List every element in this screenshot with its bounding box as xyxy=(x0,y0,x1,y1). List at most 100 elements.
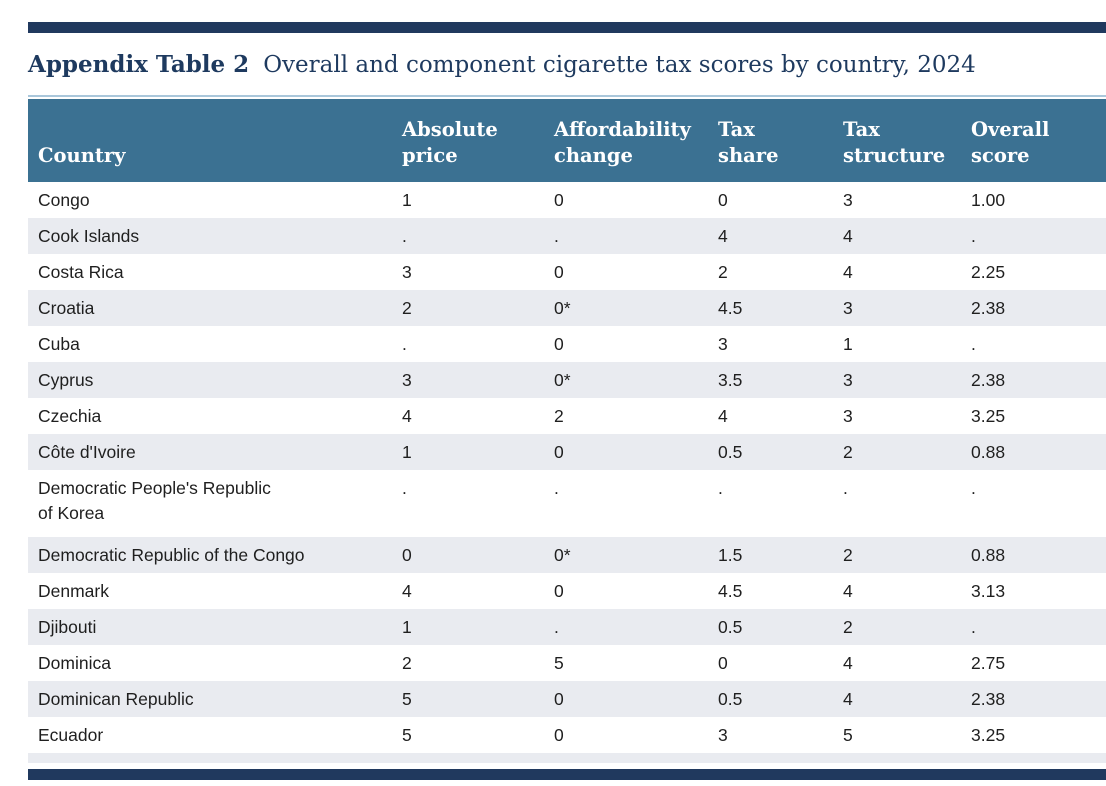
cell-value: 3 xyxy=(402,262,412,282)
cell-value: . xyxy=(402,226,407,246)
cell-value: 5 xyxy=(843,725,853,745)
cell-value: 5 xyxy=(402,725,412,745)
cell-value: 1.00 xyxy=(971,190,1006,210)
cell-value: 2 xyxy=(843,617,853,637)
cell-value: . xyxy=(843,478,848,498)
top-rule xyxy=(28,22,1106,33)
table-row: Cook Islands.. 4 4. xyxy=(28,218,1106,254)
cell-value: 0* xyxy=(554,370,571,390)
cell-value: 2 xyxy=(402,298,412,318)
cell-value: 2 xyxy=(554,406,564,426)
cell-value: 0* xyxy=(554,545,571,565)
cell-value: 3 xyxy=(718,334,728,354)
cell-value: . xyxy=(971,478,976,498)
cell-value: 1 xyxy=(843,334,853,354)
cell-value: 3 xyxy=(402,370,412,390)
cell-value: 1.5 xyxy=(718,545,743,565)
cell-value: 1 xyxy=(402,617,412,637)
cell-value: 0 xyxy=(554,334,564,354)
table-row: Costa Rica 3 0 2 4 2.25 xyxy=(28,254,1106,290)
cell-value: 0 xyxy=(554,581,564,601)
cell-value: 4.5 xyxy=(718,298,743,318)
cell-value: . xyxy=(554,617,559,637)
cell-value: 0.5 xyxy=(718,617,743,637)
cell-value: 3 xyxy=(843,190,853,210)
table-row: Ecuador 5 0 3 5 3.25 xyxy=(28,717,1106,753)
table-row: Democratic People's Republic of Korea...… xyxy=(28,470,1106,537)
cell-value: 0 xyxy=(554,442,564,462)
cell-value: 4 xyxy=(718,226,728,246)
table-row: Congo 1 0 0 3 1.00 xyxy=(28,182,1106,218)
cell-country: Costa Rica xyxy=(38,262,124,282)
cell-value: 2.38 xyxy=(971,370,1006,390)
cell-value: 0 xyxy=(554,262,564,282)
cell-country: Côte d'Ivoire xyxy=(38,442,136,462)
cell-value: 2.38 xyxy=(971,298,1006,318)
cell-value: . xyxy=(971,226,976,246)
table-row: Cyprus 3 0* 3.5 3 2.38 xyxy=(28,362,1106,398)
cell-value: 2.38 xyxy=(971,689,1006,709)
cell-country: Croatia xyxy=(38,298,95,318)
table-row: Côte d'Ivoire 1 0 0.5 2 0.88 xyxy=(28,434,1106,470)
cell-value: 2.25 xyxy=(971,262,1006,282)
table-row: Democratic Republic of the Congo 0 0* 1.5 2 0… xyxy=(28,537,1106,573)
cell-value: 3 xyxy=(843,298,853,318)
cell-value: 0* xyxy=(554,298,571,318)
cell-country: Cook Islands xyxy=(38,226,140,246)
cell-value: 0.5 xyxy=(718,689,743,709)
header-cell: Overall score xyxy=(971,118,1050,167)
cell-value: 4 xyxy=(843,226,853,246)
cell-country: Czechia xyxy=(38,406,102,426)
cell-country: Ecuador xyxy=(38,725,104,745)
header-cell: Absolute price xyxy=(402,118,498,167)
cell-value: 2 xyxy=(843,442,853,462)
cell-value: 2 xyxy=(402,653,412,673)
cell-value: . xyxy=(554,226,559,246)
cell-value: 3 xyxy=(718,725,728,745)
cell-value: 4 xyxy=(843,262,853,282)
cell-country: Dominica xyxy=(38,653,111,673)
cell-country: Congo xyxy=(38,190,90,210)
bottom-rule xyxy=(28,769,1106,780)
table-row: Denmark 4 0 4.5 4 3.13 xyxy=(28,573,1106,609)
cell-value: . xyxy=(971,334,976,354)
cell-value: 4 xyxy=(843,581,853,601)
cell-value: 4 xyxy=(402,406,412,426)
cell-value: 4.5 xyxy=(718,581,743,601)
cell-value: . xyxy=(402,334,407,354)
table-body: Congo 1 0 0 3 1.00 Cook Islands.. 4 4. Costa Rica… xyxy=(28,182,1106,753)
cell-value: 4 xyxy=(843,653,853,673)
cell-value: 1 xyxy=(402,190,412,210)
cell-value: 3 xyxy=(843,370,853,390)
cell-country: Democratic People's Republic of Korea xyxy=(38,478,271,523)
cell-value: 0.88 xyxy=(971,545,1006,565)
table-row-partial xyxy=(28,753,1106,763)
cell-value: 3 xyxy=(843,406,853,426)
cell-country: Cyprus xyxy=(38,370,94,390)
cell-value: 3.25 xyxy=(971,725,1006,745)
cell-value: 1 xyxy=(402,442,412,462)
cell-value: 3.5 xyxy=(718,370,743,390)
cell-value: 4 xyxy=(402,581,412,601)
table-title-text: Overall and component cigarette tax scor… xyxy=(263,52,976,78)
cell-country: Cuba xyxy=(38,334,80,354)
cell-value: 0.5 xyxy=(718,442,743,462)
cell-value: 0 xyxy=(554,689,564,709)
cell-value: 0.88 xyxy=(971,442,1006,462)
table-title-label: Appendix Table 2 xyxy=(28,51,250,78)
cell-value: . xyxy=(971,617,976,637)
table-row: Dominican Republic 5 0 0.5 4 2.38 xyxy=(28,681,1106,717)
cell-value: . xyxy=(718,478,723,498)
table-row: Dominica 2 5 0 4 2.75 xyxy=(28,645,1106,681)
cell-value: 5 xyxy=(554,653,564,673)
header-cell: Tax share xyxy=(718,118,779,167)
table-header-row: Country Absolute price Affordability chang… xyxy=(28,99,1106,182)
cell-value: 4 xyxy=(843,689,853,709)
cell-value: . xyxy=(554,478,559,498)
header-cell: Country xyxy=(38,144,126,167)
cell-country: Denmark xyxy=(38,581,109,601)
table-row: Czechia 4 2 4 3 3.25 xyxy=(28,398,1106,434)
cell-country: Dominican Republic xyxy=(38,689,194,709)
table-row: Croatia 2 0* 4.5 3 2.38 xyxy=(28,290,1106,326)
